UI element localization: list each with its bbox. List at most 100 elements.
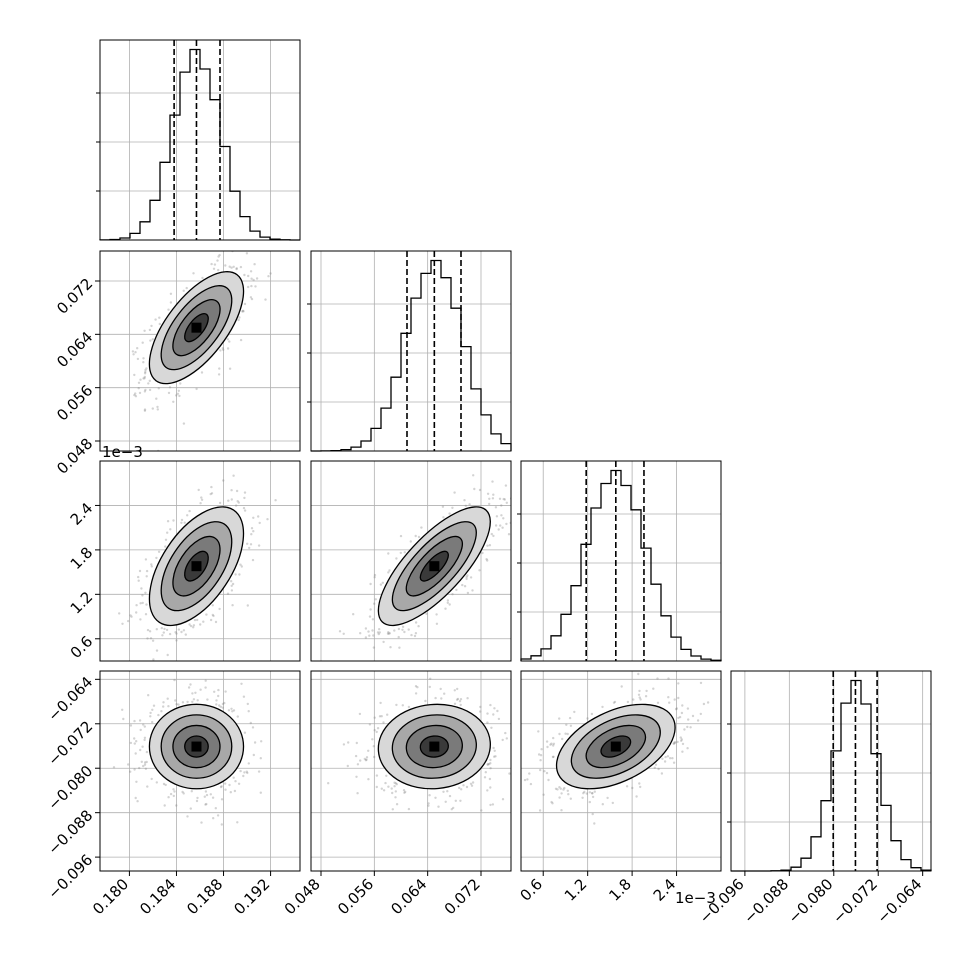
scatter-point: [446, 790, 449, 793]
scatter-point: [394, 796, 397, 799]
contour-line: [600, 735, 632, 758]
scatter-point: [453, 689, 456, 692]
scatter-point: [373, 755, 376, 759]
scatter-point: [505, 737, 508, 740]
scatter-point: [537, 753, 541, 756]
scatter-point: [699, 712, 702, 716]
scatter-point: [407, 628, 410, 631]
scatter-point: [227, 709, 231, 712]
scatter-point: [186, 815, 189, 818]
scatter-point: [407, 807, 411, 811]
scatter-point: [260, 740, 263, 743]
scatter-point: [456, 697, 460, 701]
scatter-point: [232, 474, 235, 477]
scatter-point: [217, 694, 220, 698]
scatter-point: [635, 795, 638, 798]
scatter-point: [523, 778, 527, 782]
scatter-point: [593, 790, 596, 793]
scatter-point: [493, 755, 496, 758]
scatter-point: [249, 721, 252, 725]
scatter-point: [398, 646, 401, 649]
y-tick-label: 2.4: [67, 499, 97, 529]
scatter-point: [241, 310, 244, 313]
scatter-point: [249, 270, 253, 273]
scatter-point: [155, 397, 158, 400]
scatter-point: [625, 785, 629, 788]
scatter-point: [239, 265, 243, 269]
scatter-point: [483, 776, 487, 779]
scatter-point: [222, 348, 225, 351]
scatter-point: [494, 506, 498, 509]
scatter-point: [552, 736, 555, 740]
scatter-point: [638, 696, 641, 699]
contour-line: [172, 535, 221, 597]
scatter-point: [471, 781, 475, 784]
density-peak: [429, 741, 440, 752]
scatter-point: [566, 732, 569, 736]
scatter-point: [175, 804, 178, 807]
scatter-point: [488, 544, 492, 547]
scatter-point: [230, 489, 233, 492]
scatter-point: [223, 701, 226, 705]
scatter-point: [466, 574, 469, 577]
scatter-point: [508, 772, 511, 775]
scatter-point: [327, 782, 330, 785]
scatter-point: [667, 677, 670, 680]
scatter-point: [152, 704, 156, 707]
scatter-point: [395, 783, 398, 786]
scatter-point: [479, 705, 482, 709]
scatter-point: [416, 686, 419, 689]
scatter-point: [211, 796, 215, 799]
scatter-point: [435, 613, 438, 616]
scatter-point: [242, 310, 245, 313]
scatter-point: [255, 277, 259, 280]
scatter-point: [373, 576, 376, 579]
density-content: [118, 474, 277, 661]
scatter-point: [231, 710, 234, 713]
scatter-point: [446, 599, 450, 602]
x-tick-label: 0.188: [183, 875, 226, 918]
panel-border: [99, 460, 301, 662]
scatter-point: [230, 266, 233, 269]
scatter-point: [558, 786, 561, 789]
scatter-point: [133, 768, 136, 771]
scatter-point: [497, 717, 501, 721]
contour-line: [377, 506, 491, 627]
scatter-point: [192, 624, 196, 627]
scatter-point: [157, 550, 161, 553]
scatter-point: [224, 264, 227, 267]
scatter-point: [164, 538, 168, 541]
scatter-point: [226, 592, 230, 595]
scatter-point: [243, 273, 246, 277]
scatter-point: [246, 702, 249, 706]
scatter-point: [235, 489, 239, 493]
scatter-point: [639, 698, 642, 701]
scatter-point: [441, 505, 445, 508]
scatter-point: [210, 262, 213, 266]
scatter-point: [486, 712, 489, 715]
scatter-point: [395, 803, 399, 806]
scatter-point: [677, 682, 680, 685]
scatter-point: [257, 770, 261, 773]
scatter-point: [139, 748, 142, 752]
scatter-point: [486, 544, 489, 547]
scatter-point: [528, 772, 531, 775]
scatter-point: [166, 520, 170, 523]
scatter-point: [503, 498, 506, 501]
scatter-point: [166, 531, 169, 534]
scatter-point: [560, 792, 563, 795]
scatter-point: [403, 551, 406, 554]
scatter-point: [143, 390, 147, 393]
scatter-point: [220, 785, 223, 788]
scatter-point: [689, 726, 692, 729]
scatter-point: [493, 749, 496, 752]
scatter-point: [465, 577, 468, 581]
scatter-point: [177, 389, 180, 392]
scatter-point: [368, 634, 371, 637]
scatter-point: [638, 689, 641, 693]
scatter-point: [243, 509, 247, 512]
scatter-point: [188, 623, 191, 626]
scatter-point: [240, 682, 243, 685]
contour-line: [160, 285, 233, 371]
scatter-point: [241, 309, 245, 312]
